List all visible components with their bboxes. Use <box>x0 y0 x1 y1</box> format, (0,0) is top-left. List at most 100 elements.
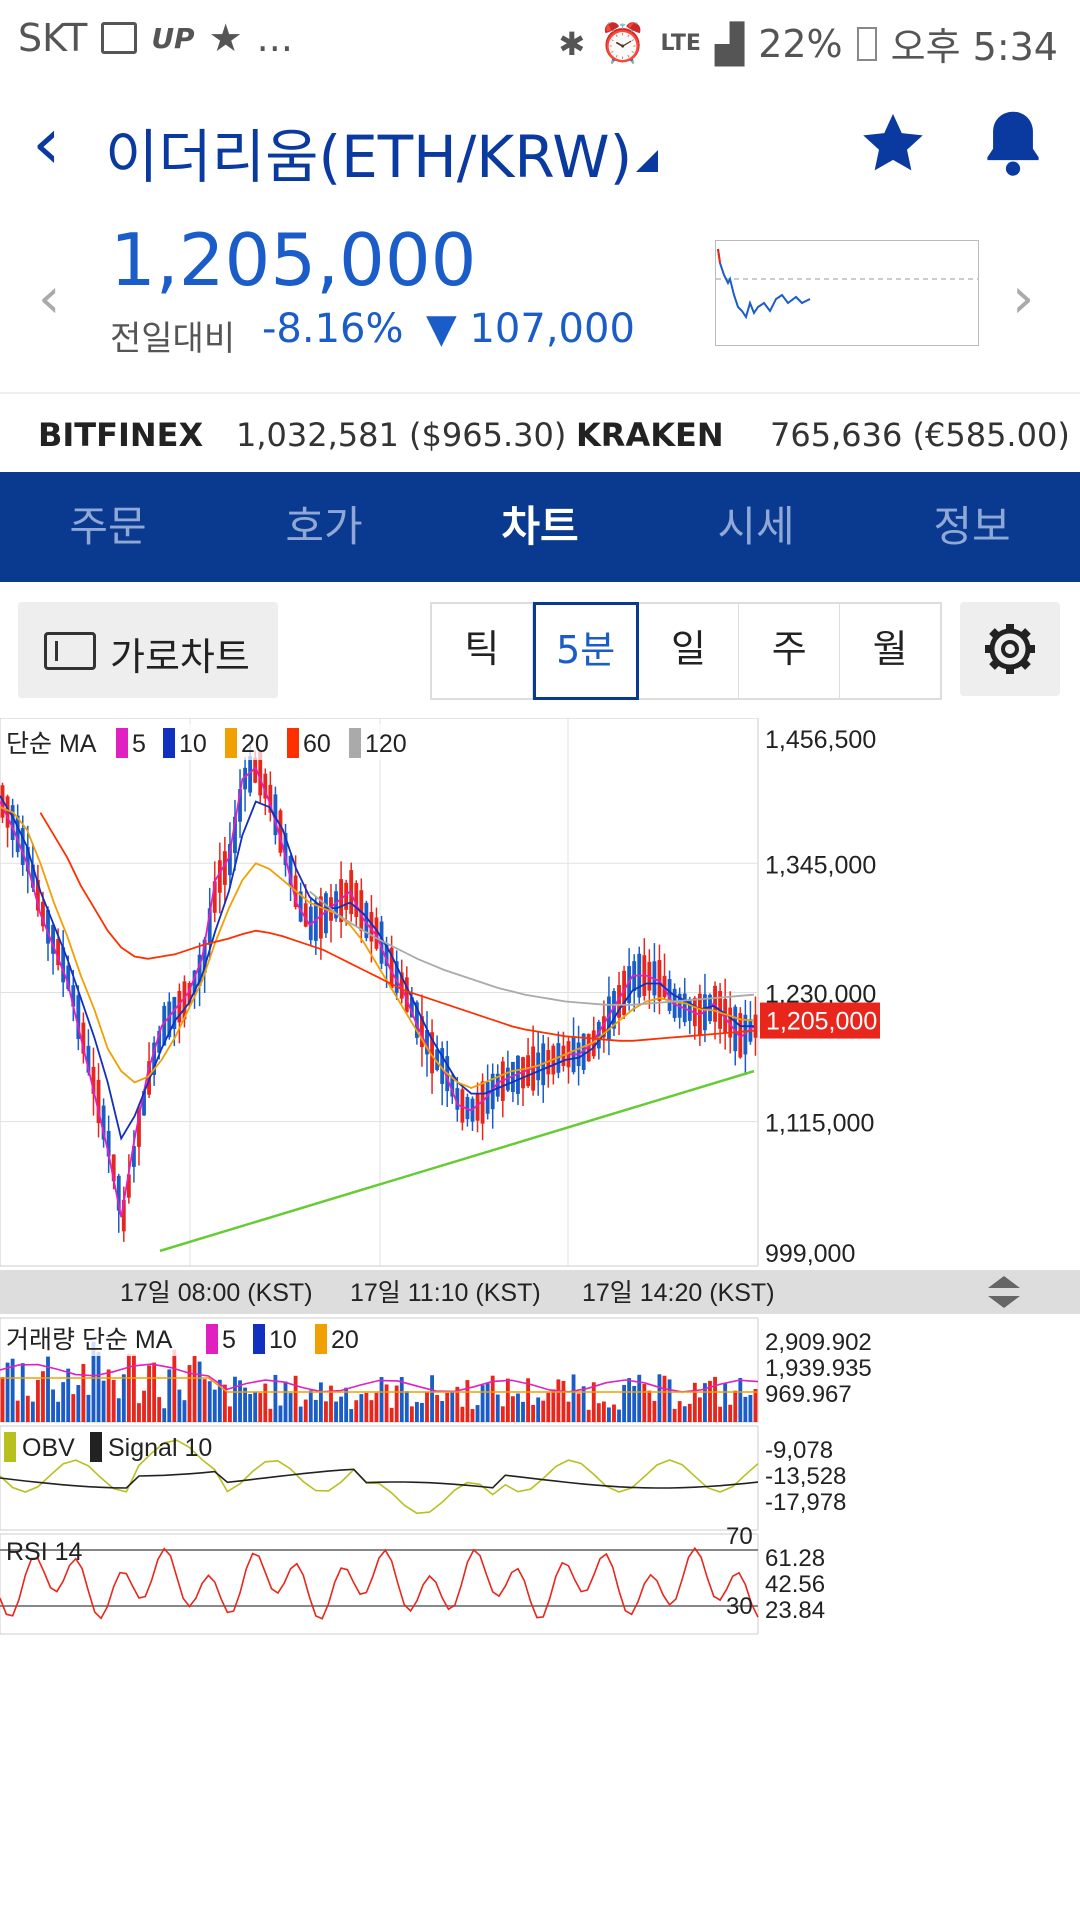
volume-bar <box>728 1404 733 1422</box>
volume-bar <box>622 1384 627 1422</box>
legend-title: 단순 MA <box>6 730 97 758</box>
page-title[interactable]: 이더리움(ETH/KRW) <box>105 123 633 191</box>
volume-bar <box>561 1380 566 1422</box>
star-icon[interactable] <box>858 108 928 178</box>
candle-body <box>192 970 197 996</box>
tab-market-price[interactable]: 시세 <box>717 502 795 551</box>
candle-body <box>56 938 61 966</box>
candle-body <box>591 1030 596 1057</box>
y-tick-label: 1,115,000 <box>765 1110 874 1138</box>
status-bar: SKT UP ★ ... ✱ ⏰ LTE ▟ 22% 오후 5:34 <box>0 0 1080 78</box>
volume-bar <box>86 1394 91 1422</box>
interval-week[interactable]: 주 <box>739 604 841 698</box>
next-arrow-icon[interactable]: › <box>1012 266 1035 331</box>
volume-bar <box>667 1379 672 1422</box>
bell-icon[interactable] <box>978 106 1048 180</box>
volume-bar <box>222 1384 227 1422</box>
volume-bar <box>612 1404 616 1422</box>
volume-ma-20 <box>0 1377 758 1393</box>
tab-order[interactable]: 주문 <box>69 502 147 551</box>
rsi-tick-label: 42.56 <box>765 1571 825 1598</box>
volume-bar <box>101 1380 106 1422</box>
volume-bar <box>703 1383 707 1422</box>
tab-info[interactable]: 정보 <box>933 502 1011 551</box>
volume-tick-label: 2,909.902 <box>765 1329 872 1356</box>
candle-body <box>596 1021 601 1049</box>
obv-signal-line <box>0 1468 759 1489</box>
volume-bar <box>480 1385 485 1422</box>
volume-ma-5 <box>0 1363 759 1393</box>
obv-tick-label: -17,978 <box>765 1489 846 1516</box>
candle-body <box>622 970 627 1016</box>
candle-body <box>334 891 338 919</box>
interval-day[interactable]: 일 <box>639 604 740 698</box>
candle-body <box>404 977 409 1013</box>
candle-body <box>339 879 344 923</box>
interval-5min[interactable]: 5분 <box>532 602 639 700</box>
rsi-tick-label: 61.28 <box>765 1545 825 1572</box>
volume-bar <box>142 1390 146 1422</box>
legend-bg <box>2 724 402 760</box>
y-tick-label: 999,000 <box>765 1240 855 1268</box>
volume-bar <box>303 1399 308 1422</box>
candle-body <box>753 1014 758 1038</box>
battery-percent: 22% <box>758 21 843 66</box>
interval-tick[interactable]: 틱 <box>432 604 533 698</box>
time-axis[interactable]: 17일 08:00 (KST) 17일 11:10 (KST) 17일 14:20 … <box>0 1270 1080 1314</box>
volume-bar <box>596 1403 601 1422</box>
legend-swatch <box>163 728 175 758</box>
interval-month[interactable]: 월 <box>872 627 908 671</box>
candle-body <box>324 893 328 934</box>
volume-bar <box>617 1409 621 1422</box>
candle-body <box>182 981 187 1020</box>
candle-body <box>41 901 45 927</box>
candle-body <box>601 1016 606 1038</box>
candle-body <box>435 1049 440 1071</box>
header: ‹ 이더리움(ETH/KRW) <box>0 78 1080 208</box>
candle-body <box>30 864 35 888</box>
prev-arrow-icon[interactable]: ‹ <box>38 266 61 331</box>
volume-bar <box>116 1398 121 1422</box>
candle-body <box>278 810 283 853</box>
volume-bar <box>61 1382 66 1422</box>
price-panel: ‹ 1,205,000 전일대비 -8.16% ▼ 107,000 › <box>0 208 1080 388</box>
volume-bar <box>197 1361 202 1422</box>
price-chart[interactable]: 1,456,5001,345,0001,230,0001,115,000999,… <box>0 718 1080 1920</box>
candle-body <box>167 1001 172 1038</box>
volume-bar <box>56 1401 61 1422</box>
volume-bar <box>91 1341 96 1422</box>
volume-bar <box>137 1403 141 1422</box>
candle-body <box>354 883 359 918</box>
clock: 오후 5:34 <box>890 25 1058 69</box>
candle-body <box>15 815 20 853</box>
chart-settings-button[interactable] <box>960 602 1060 696</box>
volume-bar <box>25 1395 30 1422</box>
candle-body <box>101 1105 106 1140</box>
tab-orderbook[interactable]: 호가 <box>285 502 363 551</box>
volume-bar <box>10 1358 15 1422</box>
exchange-value: 1,032,581 ($965.30) <box>236 416 567 454</box>
volume-bar <box>192 1355 197 1422</box>
volume-bar <box>723 1383 728 1422</box>
volume-bar <box>369 1400 374 1422</box>
chevron-left-icon[interactable]: ‹ <box>32 101 61 185</box>
mini-chart[interactable] <box>715 240 979 346</box>
candle-body <box>480 1081 485 1124</box>
candle-body <box>495 1073 500 1097</box>
volume-bar <box>404 1391 409 1422</box>
rsi-legend-label: RSI 14 <box>6 1538 83 1566</box>
dropdown-caret-icon[interactable] <box>636 150 658 172</box>
volume-bar <box>460 1406 465 1422</box>
volume-legend-period: 20 <box>331 1326 359 1354</box>
candle-body <box>283 832 288 866</box>
volume-legend-period: 5 <box>222 1326 236 1354</box>
volume-legend-period: 10 <box>269 1326 297 1354</box>
candle-body <box>263 773 268 799</box>
candle-body <box>5 796 10 828</box>
trendline <box>159 1069 755 1253</box>
tab-chart[interactable]: 차트 <box>501 502 579 551</box>
volume-bar <box>581 1386 586 1422</box>
candle-body <box>172 997 177 1030</box>
horizontal-chart-button[interactable]: 가로차트 <box>18 602 278 698</box>
